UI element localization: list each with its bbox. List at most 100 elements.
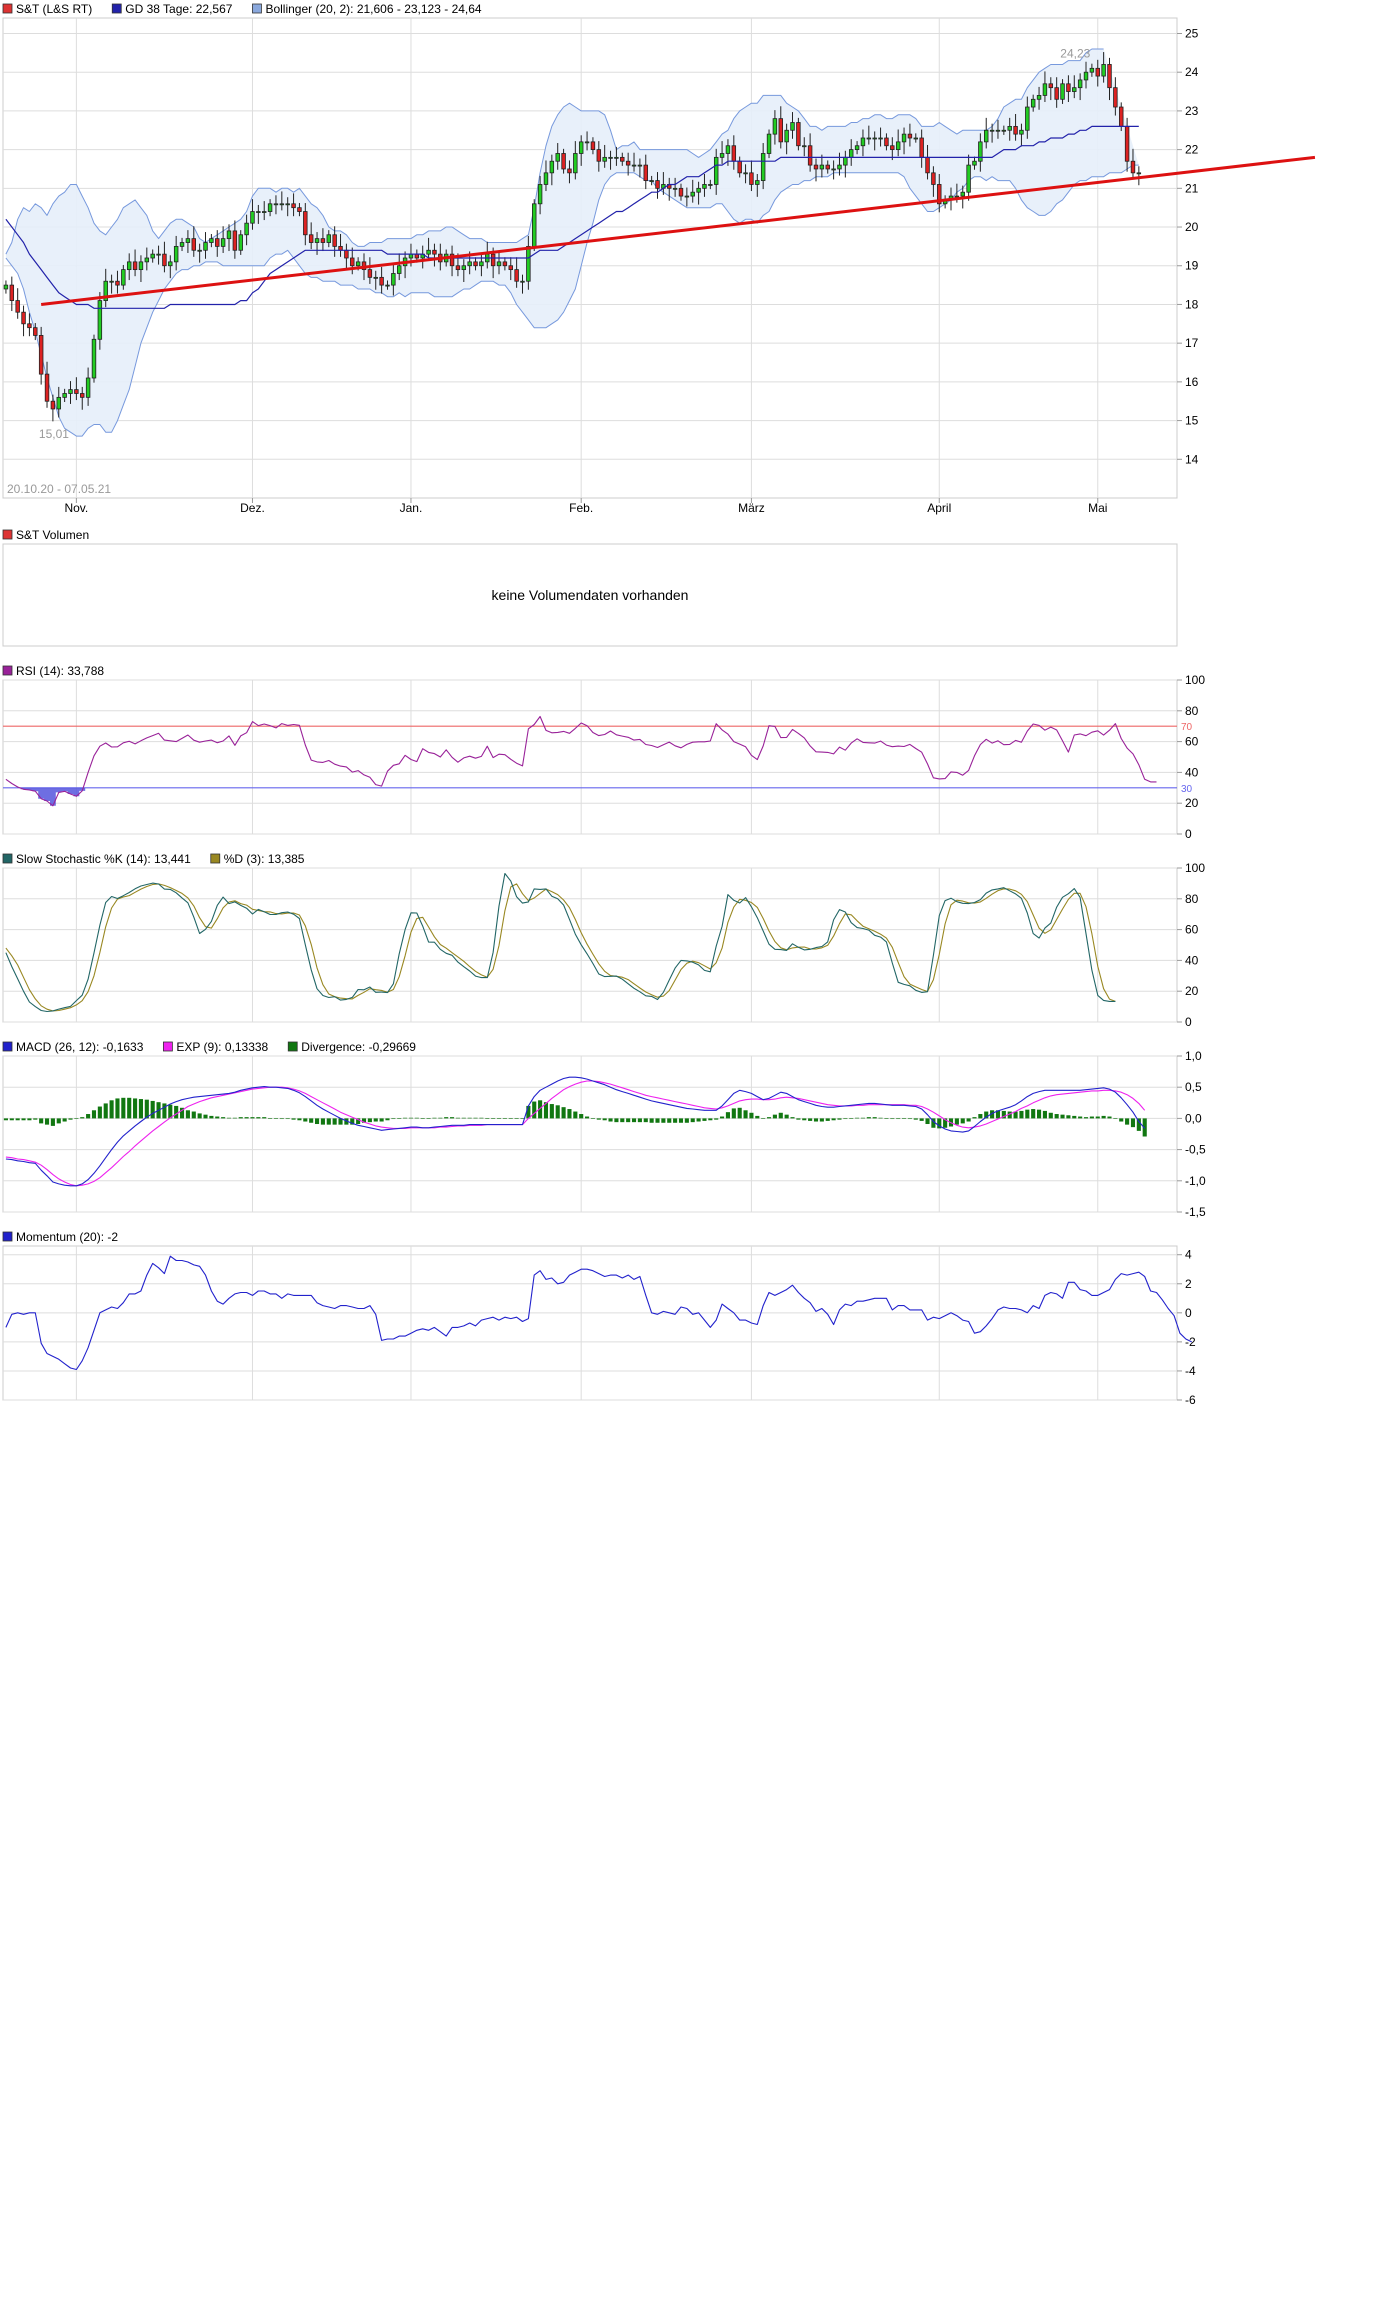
candle-body bbox=[314, 238, 320, 243]
candle-body bbox=[1007, 125, 1012, 131]
candle-body bbox=[543, 172, 549, 185]
price-ytick-label-6: 20 bbox=[1185, 220, 1199, 234]
price-ytick-label-4: 18 bbox=[1185, 297, 1199, 311]
candle-body bbox=[1101, 64, 1106, 77]
candle-body bbox=[778, 118, 783, 143]
candle-body bbox=[502, 261, 508, 267]
candle-body bbox=[1030, 98, 1036, 108]
divergence-bar bbox=[162, 1103, 167, 1119]
momentum-legend-label-0: Momentum (20): -2 bbox=[16, 1230, 118, 1244]
candle-body bbox=[731, 145, 737, 162]
stoch-panel-frame bbox=[2, 867, 1178, 1023]
price-legend-label-2: Bollinger (20, 2): 21,606 - 23,123 - 24,… bbox=[265, 2, 481, 16]
divergence-bar bbox=[690, 1118, 695, 1123]
macd-ytick-label-4: -1,0 bbox=[1185, 1174, 1206, 1188]
candle-body bbox=[655, 180, 660, 189]
divergence-bar bbox=[438, 1117, 443, 1119]
candle-body bbox=[197, 249, 202, 252]
candle-body bbox=[878, 137, 883, 140]
candle-body bbox=[179, 242, 185, 247]
candle-body bbox=[625, 160, 631, 166]
divergence-bar bbox=[215, 1116, 220, 1119]
candle-body bbox=[584, 141, 590, 144]
divergence-bar bbox=[960, 1118, 965, 1124]
candle-body bbox=[74, 389, 79, 394]
candle-body bbox=[203, 242, 208, 251]
divergence-bar bbox=[943, 1118, 948, 1128]
price-ytick-label-7: 21 bbox=[1185, 181, 1199, 195]
candle-body bbox=[749, 172, 754, 185]
candle-body bbox=[825, 164, 830, 170]
candle-body bbox=[1013, 125, 1018, 135]
candle-body bbox=[338, 245, 343, 251]
candle-body bbox=[414, 253, 420, 259]
rsi-ytick-label-5: 100 bbox=[1185, 673, 1205, 687]
divergence-bar bbox=[502, 1118, 507, 1119]
volume-legend-label-0: S&T Volumen bbox=[16, 528, 89, 542]
candle-body bbox=[308, 234, 314, 243]
divergence-bar bbox=[191, 1111, 196, 1119]
macd-ytick-label-5: -1,5 bbox=[1185, 1205, 1206, 1219]
divergence-bar bbox=[708, 1118, 713, 1121]
divergence-bar bbox=[391, 1118, 396, 1120]
candle-body bbox=[719, 153, 725, 158]
divergence-bar bbox=[855, 1117, 860, 1119]
candle-body bbox=[467, 261, 472, 267]
divergence-bar bbox=[1089, 1116, 1094, 1119]
divergence-bar bbox=[268, 1118, 273, 1119]
divergence-bar bbox=[608, 1118, 613, 1122]
candle-body bbox=[279, 203, 285, 206]
candle-body bbox=[68, 389, 73, 394]
divergence-bar bbox=[168, 1104, 173, 1119]
divergence-bar bbox=[309, 1118, 314, 1123]
divergence-bar bbox=[907, 1118, 912, 1120]
divergence-bar bbox=[455, 1117, 460, 1119]
divergence-bar bbox=[27, 1118, 32, 1121]
candle-body bbox=[966, 164, 971, 193]
divergence-bar bbox=[44, 1118, 50, 1125]
candle-body bbox=[50, 400, 56, 410]
candle-body bbox=[332, 234, 337, 247]
divergence-bar bbox=[784, 1114, 789, 1119]
candle-body bbox=[937, 184, 942, 205]
candle-body bbox=[901, 133, 907, 143]
candle-body bbox=[303, 211, 308, 236]
divergence-bar bbox=[755, 1115, 760, 1119]
rsi-ytick-label-3: 60 bbox=[1185, 735, 1199, 749]
divergence-bar bbox=[520, 1118, 525, 1119]
divergence-bar bbox=[338, 1118, 343, 1125]
candle-body bbox=[831, 168, 836, 171]
stoch-legend-label-0: Slow Stochastic %K (14): 13,441 bbox=[16, 852, 191, 866]
candle-body bbox=[33, 327, 38, 336]
candle-body bbox=[273, 203, 279, 206]
divergence-bar bbox=[579, 1114, 584, 1119]
candle-body bbox=[1113, 87, 1118, 108]
price-ytick-label-8: 22 bbox=[1185, 143, 1199, 157]
rsi-reference-label-30: 30 bbox=[1181, 784, 1193, 795]
divergence-bar bbox=[714, 1118, 719, 1120]
candle-body bbox=[344, 249, 349, 259]
macd-legend-square-icon-1 bbox=[162, 1041, 173, 1052]
candle-body bbox=[590, 141, 596, 151]
price-legend-square-icon-0 bbox=[2, 3, 13, 14]
date-range-label: 20.10.20 - 07.05.21 bbox=[7, 482, 111, 496]
divergence-bar bbox=[896, 1118, 901, 1120]
candle-body bbox=[44, 373, 50, 402]
divergence-bar bbox=[925, 1118, 930, 1125]
stoch-ytick-label-0: 0 bbox=[1185, 1015, 1192, 1029]
candle-body bbox=[578, 141, 584, 154]
divergence-bar bbox=[367, 1118, 372, 1123]
divergence-bar bbox=[808, 1118, 813, 1121]
stoch-d-line bbox=[5, 883, 1116, 1012]
rsi-legend-square-icon-0 bbox=[2, 665, 13, 676]
divergence-bar bbox=[15, 1118, 20, 1121]
divergence-bar bbox=[508, 1118, 513, 1119]
divergence-bar bbox=[250, 1117, 255, 1119]
divergence-bar bbox=[1013, 1111, 1018, 1119]
divergence-bar bbox=[596, 1118, 601, 1120]
divergence-bar bbox=[432, 1117, 437, 1119]
divergence-bar bbox=[631, 1118, 637, 1123]
divergence-bar bbox=[361, 1118, 367, 1123]
candle-body bbox=[3, 284, 9, 290]
candle-body bbox=[121, 269, 126, 286]
